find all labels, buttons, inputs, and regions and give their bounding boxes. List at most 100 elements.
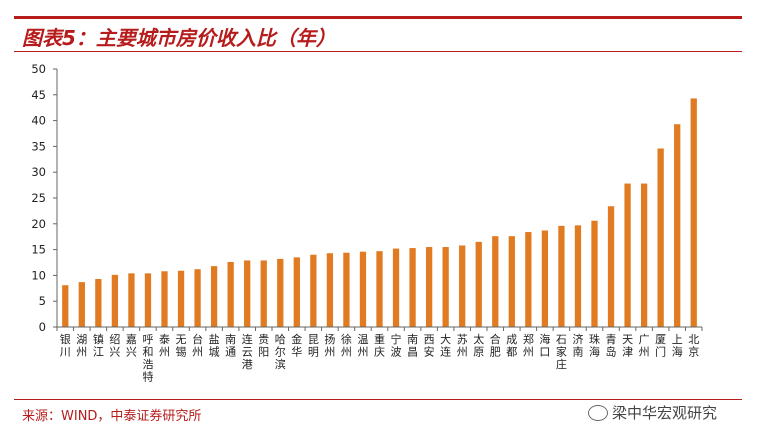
watermark-text: 梁中华宏观研究 [612, 404, 718, 422]
bar [326, 253, 334, 327]
bar [144, 273, 152, 327]
bar [392, 248, 400, 327]
y-tick-label: 25 [31, 191, 46, 205]
footer-rule [14, 399, 742, 400]
bar [674, 124, 681, 327]
wechat-icon [588, 404, 608, 421]
bar [657, 148, 664, 327]
source-note: 来源：WIND，中泰证券研究所 [22, 409, 202, 424]
bar [111, 274, 119, 327]
x-tick-label: 湖州 [76, 333, 87, 359]
watermark: 梁中华宏观研究 [588, 402, 717, 423]
title-top-rule [14, 16, 742, 19]
y-tick-label: 20 [31, 217, 46, 231]
bar [442, 247, 449, 327]
x-tick-label: 无锡 [176, 333, 187, 359]
bar [690, 98, 697, 327]
y-axis: 0 5 10 15 20 25 30 35 40 45 50 [31, 62, 58, 334]
x-tick-label: 哈尔滨 [275, 333, 286, 371]
x-tick-label: 银川 [60, 332, 71, 359]
title-bottom-rule [14, 51, 742, 52]
bar [161, 271, 168, 327]
chart-title: 图表5：主要城市房价收入比（年） [22, 26, 336, 50]
y-tick-label: 30 [31, 165, 46, 179]
x-tick-label: 石家庄 [556, 333, 567, 371]
x-axis: 银川湖州镇江绍兴嘉兴呼和浩特泰州无锡台州盐城南通连云港贵阳哈尔滨金华昆明扬州徐州… [56, 326, 703, 384]
y-tick-label: 15 [31, 243, 46, 257]
y-tick-label: 40 [31, 114, 46, 128]
bar [310, 254, 317, 327]
y-tick-label: 10 [31, 268, 46, 282]
bar [62, 285, 69, 327]
bar [293, 257, 300, 327]
x-tick-label: 天津 [622, 333, 633, 359]
bar [260, 260, 267, 327]
x-tick-label: 广州 [639, 333, 650, 359]
bar-chart: 0 5 10 15 20 25 30 35 40 45 50 银川湖州镇江绍兴嘉兴呼和浩特泰州无锡台… [31, 62, 703, 384]
x-tick-label: 台州 [192, 332, 203, 359]
x-tick-label: 西安 [424, 333, 435, 359]
x-tick-label: 泰州 [159, 332, 170, 359]
x-tick-label: 嘉兴 [126, 332, 137, 359]
bar [359, 251, 367, 327]
x-tick-label: 郑州 [523, 332, 534, 359]
x-tick-label: 呼和浩特 [142, 333, 153, 384]
x-tick-label: 金华 [291, 332, 302, 359]
bar [508, 236, 515, 327]
x-tick-label: 南昌 [407, 333, 418, 359]
bar [525, 232, 532, 327]
x-tick-label: 青岛 [606, 333, 617, 359]
bar [78, 282, 85, 327]
y-tick-label: 5 [39, 294, 46, 308]
x-tick-label: 厦门 [655, 333, 666, 359]
bar [376, 251, 383, 327]
x-tick-label: 珠海 [589, 332, 600, 359]
x-tick-label: 大连 [440, 332, 451, 359]
bar [607, 206, 615, 327]
x-tick-label: 济南 [572, 332, 583, 359]
bar [409, 248, 416, 327]
x-tick-label: 贵阳 [258, 333, 269, 359]
bar [425, 247, 433, 327]
bar [591, 220, 598, 327]
x-tick-label: 徐州 [341, 332, 352, 359]
bar [210, 266, 218, 327]
bar [194, 269, 201, 327]
y-tick-label: 45 [31, 88, 46, 102]
x-tick-label: 镇江 [93, 332, 104, 359]
bar [95, 279, 102, 327]
x-tick-label: 合肥 [490, 332, 501, 359]
x-tick-label: 苏州 [457, 333, 468, 359]
bar [459, 245, 466, 327]
x-tick-label: 温州 [357, 333, 368, 359]
bar [541, 230, 549, 327]
x-tick-label: 海口 [539, 332, 550, 359]
bar [128, 273, 135, 327]
x-tick-label: 北京 [688, 333, 699, 359]
x-tick-label: 连云港 [242, 333, 253, 371]
bar [343, 252, 350, 327]
x-tick-label: 扬州 [324, 332, 335, 359]
x-tick-label: 太原 [473, 333, 484, 359]
x-tick-label: 成都 [506, 333, 517, 359]
bar [558, 225, 565, 327]
x-tick-label: 绍兴 [109, 332, 120, 359]
bars-group [62, 98, 697, 327]
x-tick-label: 盐城 [209, 333, 220, 359]
bar [475, 241, 482, 327]
x-tick-label: 南通 [225, 333, 236, 359]
x-tick-label: 昆明 [308, 333, 319, 359]
bar [227, 261, 234, 327]
x-tick-label: 宁波 [391, 332, 402, 359]
bar [277, 258, 284, 327]
bar [574, 225, 582, 327]
bar [624, 183, 631, 327]
bar [244, 260, 251, 327]
x-tick-label: 重庆 [374, 332, 385, 359]
y-tick-label: 35 [31, 139, 46, 153]
bar [492, 236, 499, 327]
bar [640, 183, 648, 327]
y-tick-label: 0 [39, 320, 46, 334]
bar [177, 270, 185, 327]
y-tick-label: 50 [31, 62, 46, 76]
